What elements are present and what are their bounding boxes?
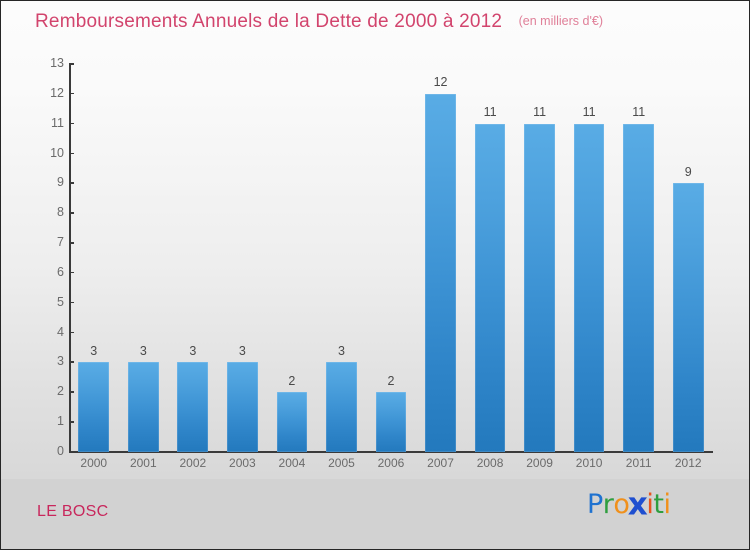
y-tick-mark xyxy=(69,182,74,184)
x-axis-label: 2006 xyxy=(377,456,405,470)
bar[interactable] xyxy=(227,362,258,452)
bar-group[interactable]: 3 2000 xyxy=(69,63,119,469)
bar[interactable] xyxy=(474,123,506,452)
x-axis-label: 2007 xyxy=(427,456,454,470)
bar[interactable] xyxy=(326,362,357,452)
logo-letter-p: P xyxy=(587,489,603,520)
x-axis-label: 2002 xyxy=(179,456,207,470)
y-tick-mark xyxy=(69,92,74,95)
y-tick-label: 8 xyxy=(57,204,64,219)
y-tick-mark xyxy=(69,331,74,334)
bar-value-label: 9 xyxy=(684,164,692,179)
y-tick-label: 6 xyxy=(57,264,64,279)
page-title: Remboursements Annuels de la Dette de 20… xyxy=(35,11,503,32)
x-axis-label: 2001 xyxy=(129,456,157,470)
y-tick-mark xyxy=(69,421,74,423)
bar-value-label: 11 xyxy=(483,105,497,120)
x-axis-label: 2012 xyxy=(674,456,702,470)
bar[interactable] xyxy=(425,93,456,452)
bar-group[interactable]: 3 2003 xyxy=(218,63,268,469)
bar[interactable] xyxy=(127,362,159,452)
y-tick-label: 13 xyxy=(50,55,64,70)
y-tick-label: 7 xyxy=(57,234,64,249)
y-tick-mark xyxy=(69,242,74,244)
bar[interactable] xyxy=(276,392,308,452)
x-axis-label: 2009 xyxy=(526,456,553,470)
bar-value-label: 11 xyxy=(632,105,646,120)
bar-group[interactable]: 12 2007 xyxy=(416,63,466,469)
bar-value-label: 3 xyxy=(90,343,98,358)
bar-group[interactable]: 9 2012 xyxy=(663,63,713,469)
y-tick-mark xyxy=(69,63,74,65)
bar[interactable] xyxy=(672,183,704,452)
bar[interactable] xyxy=(177,362,209,452)
y-tick-mark xyxy=(69,152,74,155)
x-axis-label: 2011 xyxy=(625,456,652,470)
x-axis-label: 2000 xyxy=(80,456,108,470)
logo-letter-o: o xyxy=(613,489,630,520)
bar-group[interactable]: 3 2005 xyxy=(317,63,367,469)
y-tick-mark xyxy=(69,391,74,393)
bar-value-label: 3 xyxy=(337,343,345,358)
y-tick-label: 1 xyxy=(57,413,64,428)
bar[interactable] xyxy=(78,362,110,452)
bar-value-label: 3 xyxy=(139,343,147,358)
y-tick-mark xyxy=(69,361,74,363)
bar-value-label: 3 xyxy=(189,343,197,358)
x-axis-label: 2010 xyxy=(575,456,603,470)
x-axis-label: 2008 xyxy=(476,456,504,470)
bar-value-label: 2 xyxy=(387,373,395,388)
bar-group[interactable]: 2 2004 xyxy=(267,63,317,469)
bar-value-label: 11 xyxy=(582,105,596,120)
logo-letter-r: r xyxy=(602,489,614,520)
proxiti-logo: Proxiti xyxy=(587,486,671,523)
logo-letter-t: t xyxy=(653,489,664,520)
logo-letter-i1: i xyxy=(646,489,654,520)
y-tick-label: 11 xyxy=(51,115,64,130)
commune-name: LE BOSC xyxy=(37,503,109,520)
bar-group[interactable]: 3 2002 xyxy=(168,63,218,469)
bar-group[interactable]: 3 2001 xyxy=(119,63,169,469)
bar-group[interactable]: 11 2010 xyxy=(564,63,614,469)
y-tick-label: 2 xyxy=(57,384,64,399)
bar-group[interactable]: 2 2006 xyxy=(366,63,416,469)
y-tick-mark xyxy=(69,451,74,453)
y-tick-mark xyxy=(69,301,74,304)
x-axis-label: 2004 xyxy=(278,456,306,470)
chart-panel: Remboursements Annuels de la Dette de 20… xyxy=(1,1,749,479)
bar[interactable] xyxy=(375,392,407,452)
y-tick-mark xyxy=(69,122,74,125)
bar-group[interactable]: 11 2008 xyxy=(465,63,515,469)
bar-value-label: 12 xyxy=(433,75,448,90)
bar-group[interactable]: 11 2009 xyxy=(515,63,565,469)
y-tick-label: 4 xyxy=(57,324,64,339)
plot-area: 0 1 2 3 4 5 6 7 8 9 10 11 12 13 3 2000 3 2001 3 2002 3 2003 2… xyxy=(50,57,713,469)
logo-letter-i2: i xyxy=(663,489,671,520)
y-tick-label: 9 xyxy=(57,175,64,190)
y-tick-label: 0 xyxy=(57,443,64,458)
y-tick-label: 12 xyxy=(50,85,64,100)
logo-letter-x: x xyxy=(628,486,648,523)
bar-value-label: 2 xyxy=(288,373,296,388)
bar[interactable] xyxy=(573,123,605,452)
y-axis-line xyxy=(69,63,71,452)
chart-title-row: Remboursements Annuels de la Dette de 20… xyxy=(35,11,603,33)
bar-group[interactable]: 11 2011 xyxy=(614,63,664,469)
bar-series: 3 2000 3 2001 3 2002 3 2003 2 2004 3 2005 2 2006 12 200… xyxy=(69,63,713,469)
bar-value-label: 11 xyxy=(533,105,547,120)
y-tick-mark xyxy=(69,212,74,214)
chart-subtitle: (en milliers d'€) xyxy=(518,14,603,28)
x-axis-label: 2005 xyxy=(328,456,355,470)
bar[interactable] xyxy=(524,123,555,452)
x-axis-label: 2003 xyxy=(229,456,256,470)
y-tick-label: 3 xyxy=(57,354,64,369)
footer-bar: LE BOSC xyxy=(1,479,749,549)
y-tick-label: 10 xyxy=(50,145,64,160)
bar-value-label: 3 xyxy=(238,343,246,358)
bar[interactable] xyxy=(623,123,655,452)
y-tick-label: 5 xyxy=(57,294,64,309)
y-tick-mark xyxy=(69,271,74,274)
